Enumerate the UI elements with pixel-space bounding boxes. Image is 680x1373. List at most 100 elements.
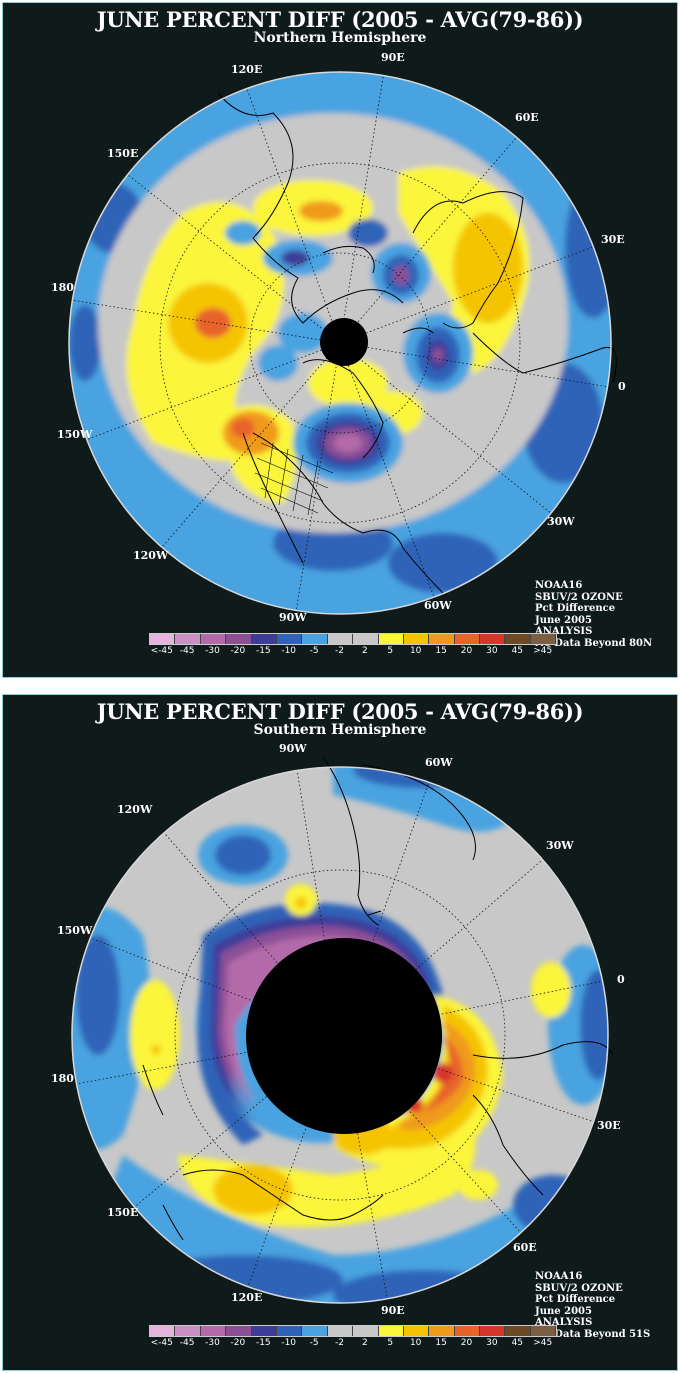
south-lon-label: 90E [381, 1304, 405, 1317]
south-color-legend: <-45 -45 -30 -20 -15 -10 -5 -2 2 5 10 15 20 30 45 >45 [149, 1325, 558, 1349]
north-title: JUNE PERCENT DIFF (2005 - AVG(79-86)) [96, 7, 584, 32]
legend-swatch [251, 634, 277, 644]
legend-tick-label: 45 [511, 1338, 524, 1348]
north-lon-label: 180 [51, 281, 74, 294]
legend-tick-label: >45 [533, 646, 553, 656]
legend-swatch [505, 634, 531, 644]
legend-tick-label: 30 [486, 646, 498, 656]
legend-tick-label: <-45 [150, 646, 173, 656]
legend-tick-label: -2 [335, 1338, 344, 1348]
legend-swatch [480, 634, 506, 644]
legend-tick-label: -5 [309, 1338, 319, 1348]
legend-swatch [276, 1326, 303, 1336]
south-info-block: NOAA16 SBUV/2 OZONE Pct Difference June … [535, 1271, 650, 1340]
north-polar-map [64, 64, 617, 619]
north-lon-label: 30W [547, 515, 575, 528]
north-lon-label: 150W [57, 428, 93, 441]
legend-tick-label: -5 [309, 646, 319, 656]
legend-swatch [150, 1326, 176, 1336]
legend-swatch [175, 1326, 201, 1336]
north-lon-label: 120E [231, 63, 263, 76]
legend-swatch [530, 1326, 557, 1336]
legend-ticks: <-45 -45 -30 -20 -15 -10 -5 -2 2 5 10 15 20 30 45 >45 [149, 1337, 553, 1349]
info-line: ANALYSIS [535, 626, 593, 637]
legend-swatch [454, 634, 481, 644]
south-lon-label: 180 [51, 1072, 74, 1085]
legend-swatch [480, 1326, 506, 1336]
legend-swatch [226, 1326, 252, 1336]
info-line: June 2005 [535, 614, 592, 626]
south-lon-label: 0 [617, 973, 625, 986]
north-map-panel: JUNE PERCENT DIFF (2005 - AVG(79-86)) No… [2, 2, 678, 678]
legend-swatch [378, 634, 404, 644]
info-line: No Data Beyond 51S [535, 1328, 651, 1340]
legend-tick-label: -2 [335, 646, 344, 656]
south-lon-label: 150E [107, 1206, 139, 1219]
legend-tick-label: 10 [409, 1338, 422, 1348]
legend-swatch [175, 634, 201, 644]
legend-tick-label: -15 [255, 1338, 271, 1348]
north-lon-label: 150E [107, 147, 139, 160]
legend-tick-label: 45 [511, 646, 524, 656]
info-line: SBUV/2 OZONE [535, 591, 623, 603]
legend-tick-label: -30 [205, 646, 220, 656]
north-no-data-pole [320, 318, 368, 366]
north-lon-label: 0 [618, 380, 626, 393]
info-line: No Data Beyond 80N [535, 637, 653, 649]
north-subtitle: Northern Hemisphere [253, 30, 427, 46]
south-coastlines [142, 756, 614, 1241]
south-lon-label: 30W [546, 839, 574, 852]
legend-swatch [226, 634, 252, 644]
info-line: Pct Difference [535, 603, 616, 614]
legend-tick-label: 2 [362, 646, 368, 656]
legend-swatch [302, 1326, 328, 1336]
legend-tick-label: 20 [460, 646, 473, 656]
info-line: NOAA16 [535, 1271, 583, 1282]
legend-swatch [327, 1326, 354, 1336]
legend-swatch [200, 1326, 227, 1336]
legend-swatch [150, 634, 176, 644]
north-graticule [64, 64, 616, 619]
legend-swatch [353, 634, 379, 644]
north-lon-label: 90W [279, 611, 307, 624]
info-line: SBUV/2 OZONE [535, 1282, 623, 1294]
south-map-panel: JUNE PERCENT DIFF (2005 - AVG(79-86)) So… [2, 694, 678, 1371]
legend-tick-label: 15 [435, 1338, 447, 1348]
legend-tick-label: -45 [179, 646, 195, 656]
north-lon-label: 30E [601, 233, 625, 246]
north-us-states [254, 442, 334, 516]
south-polar-map [70, 756, 614, 1304]
south-lon-label: 120W [117, 803, 153, 816]
south-title: JUNE PERCENT DIFF (2005 - AVG(79-86)) [96, 699, 584, 724]
legend-tick-label: -10 [281, 1338, 297, 1348]
legend-tick-label: 2 [362, 1338, 368, 1348]
legend-tick-label: 20 [460, 1338, 473, 1348]
legend-tick-label: -15 [255, 646, 271, 656]
north-color-legend: <-45 -45 -30 -20 -15 -10 -5 -2 2 5 10 15 20 30 45 >45 [149, 633, 558, 657]
legend-tick-label: 5 [387, 646, 394, 656]
legend-swatch [276, 634, 303, 644]
legend-tick-label: <-45 [150, 1338, 173, 1348]
legend-bar [149, 1325, 558, 1337]
north-coastlines [217, 92, 617, 594]
north-lon-label: 90E [381, 51, 405, 64]
legend-swatch [403, 634, 430, 644]
legend-swatch [327, 634, 354, 644]
legend-swatch [530, 634, 557, 644]
legend-tick-label: -45 [179, 1338, 195, 1348]
north-lon-label: 60E [515, 111, 539, 124]
legend-swatch [429, 1326, 455, 1336]
legend-tick-label: -20 [230, 1338, 246, 1348]
legend-swatch [200, 634, 227, 644]
legend-bar [149, 633, 558, 645]
legend-swatch [505, 1326, 531, 1336]
legend-swatch [454, 1326, 481, 1336]
south-lon-label: 90W [279, 742, 307, 755]
south-lon-label: 120E [231, 1291, 263, 1304]
info-line: Pct Difference [535, 1294, 616, 1305]
legend-ticks: <-45 -45 -30 -20 -15 -10 -5 -2 2 5 10 15 20 30 45 >45 [149, 645, 553, 657]
legend-tick-label: -20 [230, 646, 246, 656]
legend-swatch [403, 1326, 430, 1336]
legend-tick-label: -30 [205, 1338, 220, 1348]
legend-swatch [429, 634, 455, 644]
